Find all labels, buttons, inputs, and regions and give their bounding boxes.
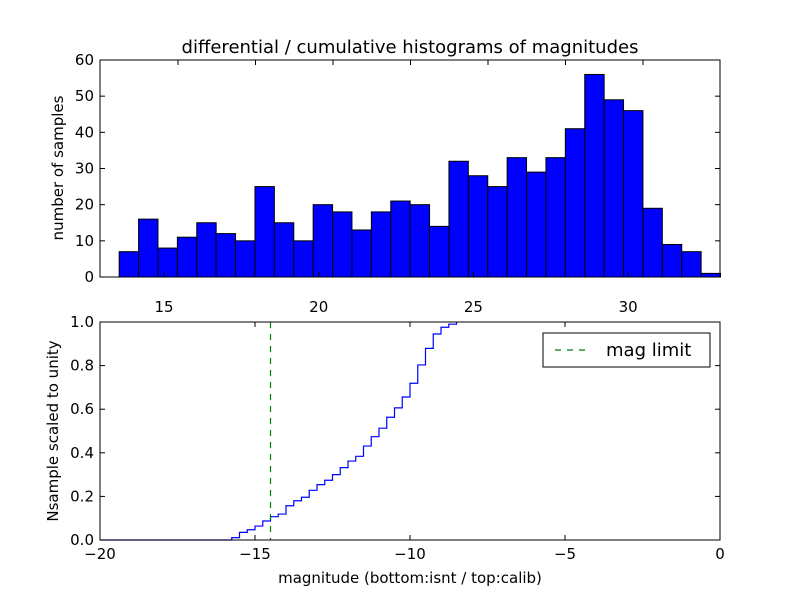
- histogram-bar: [642, 207, 663, 278]
- x-tick-label: 20: [309, 298, 328, 316]
- histogram-bar: [254, 186, 275, 278]
- histogram-bar: [409, 204, 431, 278]
- y-tick-label: 0.4: [70, 444, 94, 462]
- histogram-bar: [138, 218, 159, 278]
- cumulative-step-line: [100, 322, 458, 541]
- x-tick-label: −10: [394, 545, 426, 563]
- x-tick-label: −15: [239, 545, 271, 563]
- y-tick-label: 60: [75, 51, 94, 69]
- x-tick-label: −5: [554, 545, 576, 563]
- histogram-bar: [584, 73, 605, 278]
- histogram-bar: [351, 229, 372, 278]
- y-tick-label: 0.8: [70, 357, 94, 375]
- x-tick-label: 15: [154, 298, 173, 316]
- histogram-bar: [545, 157, 566, 278]
- y-tick-label: 0: [84, 268, 94, 286]
- histogram-bar: [196, 222, 217, 278]
- bottom-y-label: Nsample scaled to unity: [44, 340, 62, 521]
- chart-title: differential / cumulative histograms of …: [182, 37, 639, 58]
- x-tick-label: −20: [84, 545, 116, 563]
- y-tick-label: 0.6: [70, 400, 94, 418]
- histogram-bar: [429, 225, 450, 278]
- y-tick-label: 30: [75, 160, 94, 178]
- histogram-bar: [370, 211, 392, 278]
- y-tick-label: 0.0: [70, 531, 94, 549]
- histogram-bar: [448, 160, 469, 278]
- histogram-bar: [157, 247, 178, 278]
- histogram-bar: [390, 200, 411, 278]
- legend: mag limit: [542, 332, 711, 368]
- histogram-bar: [293, 240, 314, 278]
- histogram-bar: [526, 171, 547, 278]
- x-tick-label: 30: [619, 298, 638, 316]
- legend-label: mag limit: [606, 340, 691, 361]
- histogram-bar: [332, 211, 353, 278]
- histogram-bar: [215, 233, 237, 278]
- histogram-bar: [467, 175, 489, 278]
- histogram-bar: [235, 240, 256, 278]
- histogram-bar: [487, 186, 508, 278]
- histogram-bar: [176, 236, 198, 278]
- histogram-bar: [312, 204, 334, 278]
- histogram-bar: [603, 99, 625, 278]
- x-tick-label: 25: [464, 298, 483, 316]
- histogram-bar: [564, 128, 586, 278]
- cumulative-plot: 0.0 0.2 0.4 0.6 0.8 1.0 −20 −15 −10 −5 0: [70, 313, 725, 563]
- histogram-bar: [681, 251, 702, 278]
- y-tick-label: 1.0: [70, 313, 94, 331]
- histogram-bar: [118, 251, 140, 278]
- y-tick-label: 0.2: [70, 487, 94, 505]
- histogram-bar: [661, 243, 683, 278]
- histogram-bar: [273, 222, 295, 278]
- y-tick-label: 40: [75, 123, 94, 141]
- top-y-label: number of samples: [49, 95, 67, 240]
- bottom-x-label: magnitude (bottom:isnt / top:calib): [278, 569, 542, 587]
- y-tick-label: 10: [75, 232, 94, 250]
- histogram-bar: [700, 272, 722, 278]
- y-tick-label: 50: [75, 87, 94, 105]
- histogram-bar: [506, 157, 528, 278]
- y-tick-label: 20: [75, 196, 94, 214]
- x-tick-label: 0: [715, 545, 725, 563]
- histogram-bar: [623, 110, 644, 278]
- histogram-plot: 0 10 20 30 40 50 60 15 20 25 30: [75, 51, 722, 316]
